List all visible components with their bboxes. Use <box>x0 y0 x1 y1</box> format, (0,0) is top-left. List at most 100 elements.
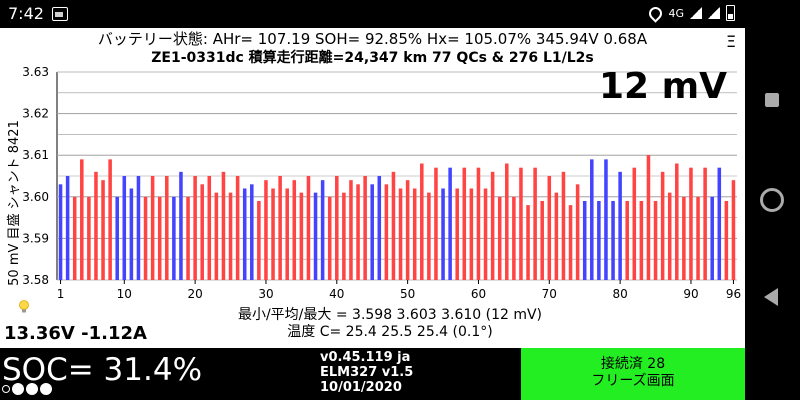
cell-bar <box>462 167 467 280</box>
cell-bar <box>320 180 325 280</box>
navigation-bar <box>745 0 800 400</box>
cell-bar <box>639 200 644 280</box>
recents-icon[interactable] <box>765 93 779 107</box>
cell-bar <box>476 167 481 280</box>
cell-bar <box>122 176 127 280</box>
cell-bar <box>703 167 707 280</box>
cell-bar <box>710 196 714 280</box>
cell-bar <box>115 196 119 280</box>
cell-bar <box>129 188 134 280</box>
cell-bar <box>582 200 587 280</box>
cell-bar <box>526 205 530 280</box>
cell-bar <box>150 176 155 280</box>
cell-bar <box>264 180 268 280</box>
cell-bar <box>575 184 580 280</box>
cell-bar <box>87 196 91 280</box>
cell-bar <box>101 180 105 280</box>
cell-bar <box>604 159 608 280</box>
cell-bar <box>157 196 162 280</box>
page-dot[interactable] <box>40 383 52 395</box>
x-tick-label: 50 <box>400 287 415 301</box>
cell-bar <box>689 167 693 280</box>
app-content: バッテリー状態: AHr= 107.19 SOH= 92.85% Hx= 105… <box>0 28 745 348</box>
y-axis-label: 50 mV 目盛 シャント 8421 <box>7 120 22 286</box>
temperature-line: 温度 C= 25.4 25.5 25.4 (0.1°) <box>287 324 493 340</box>
y-tick-label: 3.60 <box>22 190 49 204</box>
voltage-spread-label: 12 mV <box>599 66 727 107</box>
cell-bar <box>512 196 516 280</box>
cell-bar <box>143 196 148 280</box>
cell-bar <box>568 205 573 280</box>
cell-bar <box>675 163 679 280</box>
cell-bar <box>611 200 615 280</box>
cell-bar <box>398 188 403 280</box>
cell-bar <box>384 184 389 280</box>
cell-bar <box>172 196 176 280</box>
network-type: 4G <box>668 6 684 20</box>
gallery-icon <box>52 7 68 21</box>
cell-bar <box>327 196 332 280</box>
status-time: 7:42 <box>8 4 44 23</box>
cell-bar <box>306 176 311 280</box>
signal-icon <box>708 7 720 19</box>
back-icon[interactable] <box>764 288 778 306</box>
location-icon <box>646 3 666 23</box>
cell-bar <box>335 176 339 280</box>
cell-bar <box>724 200 729 280</box>
cell-bar <box>214 192 219 280</box>
cell-bar <box>696 196 700 280</box>
page-dot[interactable] <box>2 385 10 393</box>
cell-bar <box>65 176 70 280</box>
page-dot[interactable] <box>12 383 24 395</box>
cell-bar <box>228 192 233 280</box>
adapter-version: ELM327 v1.5 <box>320 365 414 380</box>
cell-bar <box>597 200 601 280</box>
cell-bar <box>285 188 289 280</box>
x-tick-label: 80 <box>612 287 627 301</box>
status-bar: 7:42 4G <box>0 0 745 28</box>
cell-bar <box>356 184 360 280</box>
cell-bar <box>632 167 637 280</box>
connection-button[interactable]: 接続済 28 フリーズ画面 <box>521 348 745 400</box>
menu-icon[interactable]: Ξ <box>726 32 737 51</box>
cell-bar <box>540 200 544 280</box>
page-dot[interactable] <box>26 383 38 395</box>
cell-bar <box>193 176 197 280</box>
cell-bar <box>313 192 318 280</box>
freeze-screen-label: フリーズ画面 <box>591 373 675 389</box>
cell-bar <box>342 192 346 280</box>
x-tick-label: 90 <box>683 287 698 301</box>
cell-bar <box>58 184 63 280</box>
cell-bar <box>519 167 523 280</box>
page-dots[interactable] <box>2 383 52 395</box>
cell-bar <box>646 155 651 280</box>
cell-bar <box>278 176 282 280</box>
cell-bar <box>533 167 537 280</box>
x-tick-label: 10 <box>117 287 132 301</box>
x-tick-label: 60 <box>471 287 486 301</box>
cell-bar <box>505 163 509 280</box>
cell-bar <box>179 171 183 280</box>
cell-bar <box>412 188 417 280</box>
x-tick-label: 30 <box>258 287 273 301</box>
cell-bar <box>377 176 382 280</box>
cell-bar <box>420 163 424 280</box>
cell-bar <box>165 176 169 280</box>
cell-bar <box>80 159 84 280</box>
y-tick-label: 3.58 <box>22 273 49 287</box>
home-icon[interactable] <box>760 188 784 212</box>
y-tick-label: 3.63 <box>22 65 49 79</box>
cell-bar <box>717 167 722 280</box>
cell-bar <box>497 196 502 280</box>
build-date: 10/01/2020 <box>320 380 402 395</box>
lightbulb-icon[interactable] <box>18 300 30 314</box>
cell-bar <box>618 171 622 280</box>
cell-bar <box>299 192 304 280</box>
cell-bar <box>625 200 629 280</box>
cell-bar <box>186 196 190 280</box>
min-avg-max-line: 最小/平均/最大 = 3.598 3.603 3.610 (12 mV) <box>237 307 543 323</box>
cell-bar <box>448 167 452 280</box>
odometer-line: ZE1-0331dc 積算走行距離=24,347 km 77 QCs & 276… <box>151 50 594 66</box>
cell-bar <box>292 180 297 280</box>
cell-bar <box>257 200 261 280</box>
